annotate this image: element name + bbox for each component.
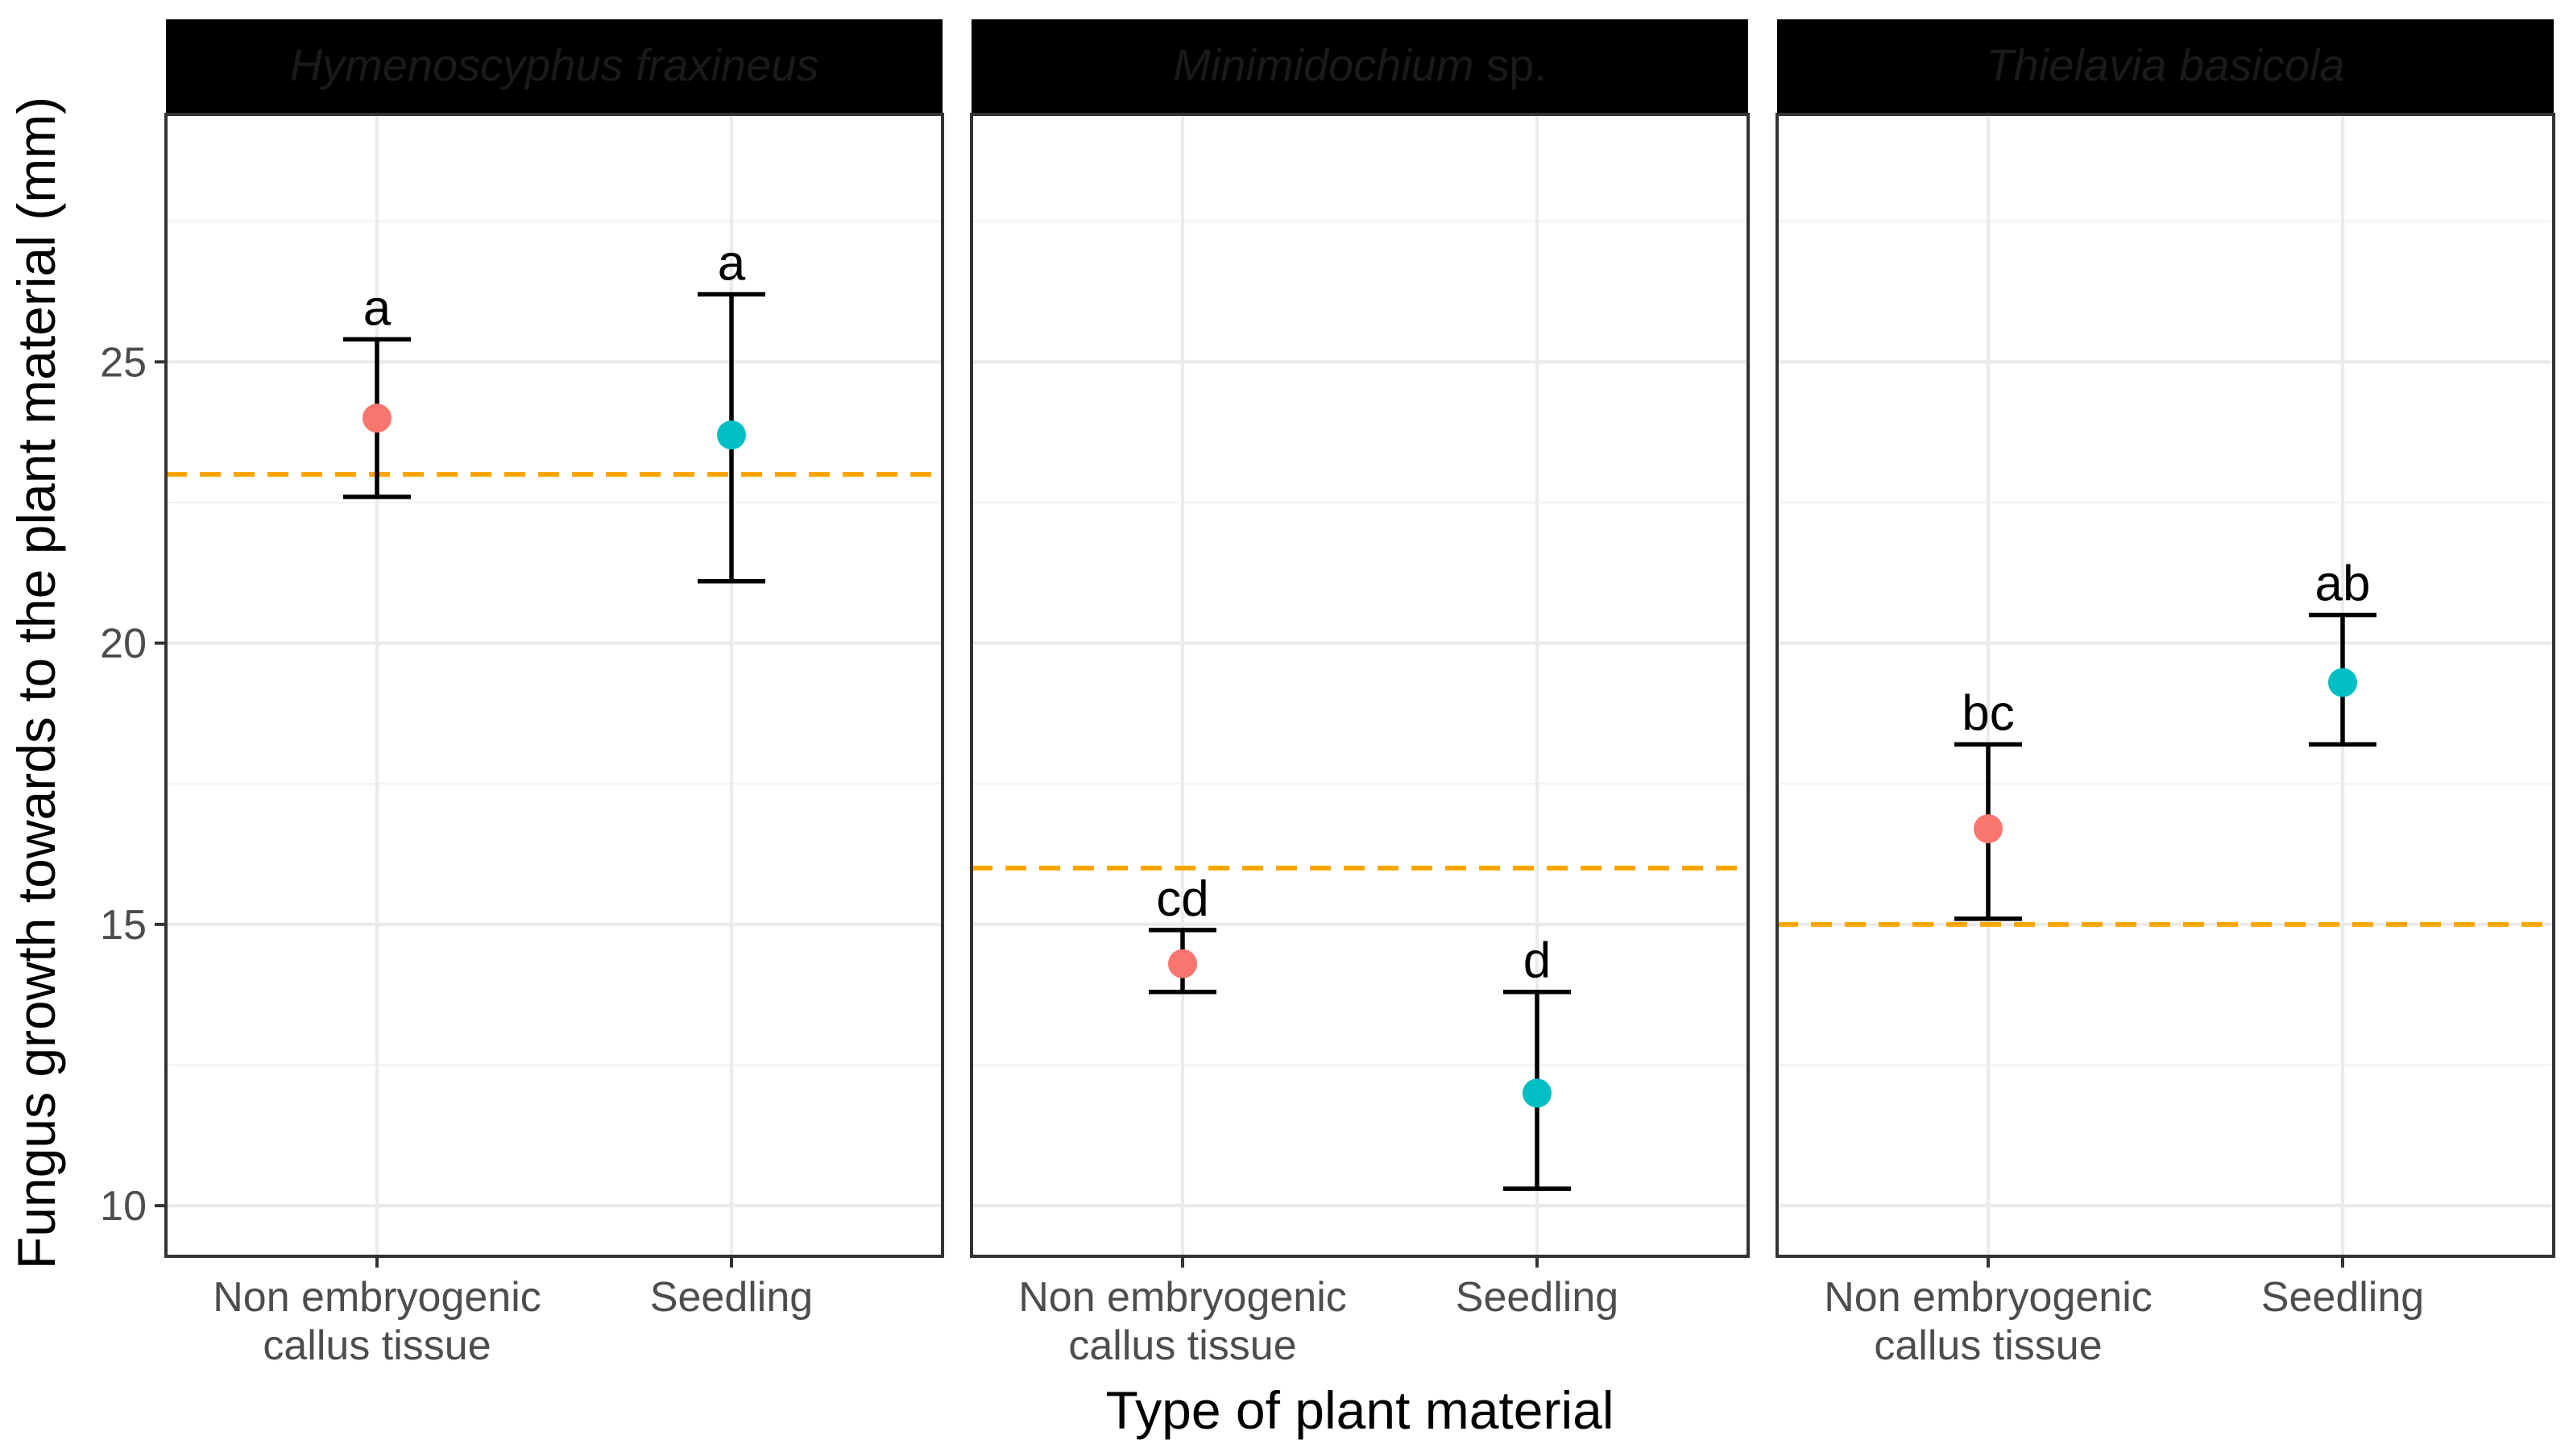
panel-background — [1776, 113, 2555, 1258]
mean-point — [1974, 814, 2003, 844]
strip-background — [166, 19, 943, 114]
significance-label: d — [1523, 933, 1551, 989]
panel-border — [164, 113, 944, 1258]
y-tick-label: 10 — [100, 1183, 147, 1230]
mean-point — [1523, 1078, 1552, 1108]
panel-background — [970, 113, 1750, 1258]
y-tick-label: 25 — [100, 339, 147, 386]
significance-label: cd — [1156, 871, 1208, 927]
x-tick-label-line2: callus tissue — [1068, 1322, 1296, 1369]
facet-title: Hymenoscyphus fraxineus — [290, 39, 819, 90]
mean-point — [1168, 949, 1197, 978]
mean-point — [717, 420, 746, 450]
facet-title: Minimidochium sp. — [1173, 39, 1547, 90]
mean-point — [2328, 668, 2357, 697]
y-tick-label: 15 — [100, 902, 147, 949]
y-axis-title: Fungus growth towards to the plant mater… — [6, 97, 66, 1269]
x-tick-label-line2: callus tissue — [1874, 1322, 2102, 1369]
x-axis-title: Type of plant material — [1106, 1380, 1614, 1440]
panel-border — [1776, 113, 2555, 1258]
facet-title-italic: Minimidochium — [1173, 39, 1473, 90]
facet-title-italic: Thielavia basicola — [1986, 39, 2344, 90]
significance-label: bc — [1962, 685, 2014, 741]
strip-background — [1777, 19, 2554, 114]
panel-border — [970, 113, 1750, 1258]
y-tick-label: 20 — [100, 621, 147, 668]
facet-title: Thielavia basicola — [1986, 39, 2344, 90]
significance-label: a — [363, 280, 392, 336]
significance-label: ab — [2315, 556, 2371, 612]
x-tick-label-line2: callus tissue — [263, 1322, 491, 1369]
facet-panel: Minimidochium sp. cd d Non embryogeniccallu… — [970, 19, 1750, 1369]
facet-panel: Thielavia basicola bc ab Non embryogeniccal… — [1776, 19, 2555, 1369]
x-tick-label: Non embryogenic — [1018, 1274, 1347, 1321]
mean-point — [363, 403, 392, 433]
x-tick-label: Non embryogenic — [213, 1274, 541, 1321]
x-tick-label: Seedling — [650, 1274, 813, 1321]
significance-label: a — [718, 236, 746, 292]
facet-panels: Hymenoscyphus fraxineus a a Non embryogenic… — [100, 19, 2555, 1369]
facet-title-italic: Hymenoscyphus fraxineus — [290, 39, 819, 90]
facet-title-plain: sp. — [1474, 39, 1547, 90]
x-tick-label: Seedling — [2261, 1274, 2424, 1321]
strip-background — [972, 19, 1748, 114]
x-tick-label: Seedling — [1456, 1274, 1618, 1321]
panel-background — [164, 113, 944, 1258]
x-tick-label: Non embryogenic — [1824, 1274, 2153, 1321]
facet-panel: Hymenoscyphus fraxineus a a Non embryogenic… — [100, 19, 944, 1369]
